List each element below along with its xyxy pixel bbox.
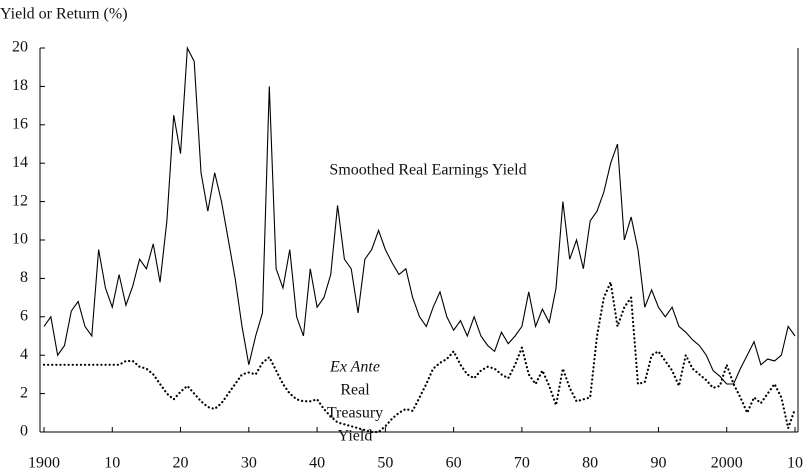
x-tick-label: 10 [787,455,803,472]
series-line [43,45,796,385]
x-tick-label: 30 [241,455,257,472]
series-label: Real [340,382,370,399]
x-tick-label: 2000 [711,455,743,472]
x-tick-label: 60 [446,455,462,472]
y-tick-label: 10 [12,231,28,248]
series-label: Yield [338,428,373,445]
x-tick-label: 80 [582,455,598,472]
x-tick-label: 1900 [28,455,60,472]
y-tick-label: 0 [20,423,28,440]
series-line [42,278,797,434]
y-tick-label: 2 [20,384,28,401]
x-tick-label: 10 [104,455,120,472]
y-tick-label: 4 [20,346,28,363]
y-tick-label: 12 [12,192,28,209]
series-label: Ex Ante [329,359,380,376]
x-tick-label: 50 [377,455,393,472]
x-tick-label: 70 [514,455,530,472]
x-tick-label: 90 [650,455,666,472]
y-axis-label: Yield or Return (%) [0,6,128,23]
series-label: Smoothed Real Earnings Yield [329,162,526,179]
y-tick-label: 16 [12,115,28,132]
y-tick-label: 8 [20,269,28,286]
y-tick-label: 18 [12,77,28,94]
x-tick-label: 20 [173,455,189,472]
y-tick-label: 20 [12,39,28,56]
y-tick-label: 14 [12,154,28,171]
series-label: Treasury [327,405,383,422]
x-tick-label: 40 [309,455,325,472]
y-tick-label: 6 [20,307,28,324]
